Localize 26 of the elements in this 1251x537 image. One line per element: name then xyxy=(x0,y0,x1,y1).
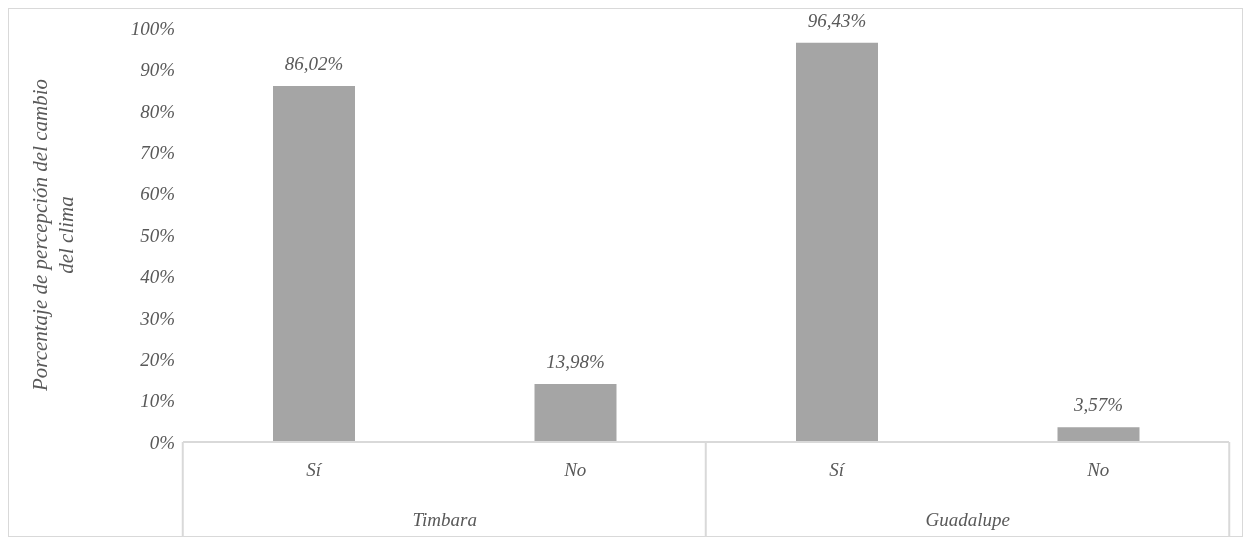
text: Timbara xyxy=(412,509,477,530)
data-label: 96,43% xyxy=(807,9,867,31)
text: Guadalupe xyxy=(925,509,1010,530)
bar xyxy=(273,85,355,442)
y-tick-label: 30% xyxy=(139,307,175,329)
y-tick-label: 70% xyxy=(140,141,175,163)
bar xyxy=(796,42,878,442)
x-tick-label: Sí xyxy=(306,459,323,480)
y-tick-label: 50% xyxy=(140,224,175,246)
x-tick-label: No xyxy=(1086,459,1110,480)
data-label: 13,98% xyxy=(546,351,605,373)
y-tick-label: 60% xyxy=(140,183,175,205)
bar xyxy=(534,384,617,442)
y-tick-label: 40% xyxy=(140,266,175,288)
y-tick-label: 20% xyxy=(140,348,175,370)
y-tick-label: 100% xyxy=(130,17,175,39)
data-label: 3,57% xyxy=(1072,394,1124,416)
y-tick-label: 0% xyxy=(149,431,175,453)
x-tick-label: Sí xyxy=(829,459,846,480)
data-label: 86,02% xyxy=(284,52,344,74)
y-tick-label: 90% xyxy=(140,59,175,81)
bar xyxy=(1057,427,1140,442)
y-tick-label: 10% xyxy=(140,390,175,412)
y-axis-title: Porcentaje de percepción del cambio del clima xyxy=(28,78,78,393)
y-tick-label: 80% xyxy=(140,100,175,122)
x-tick-label: No xyxy=(563,459,587,480)
